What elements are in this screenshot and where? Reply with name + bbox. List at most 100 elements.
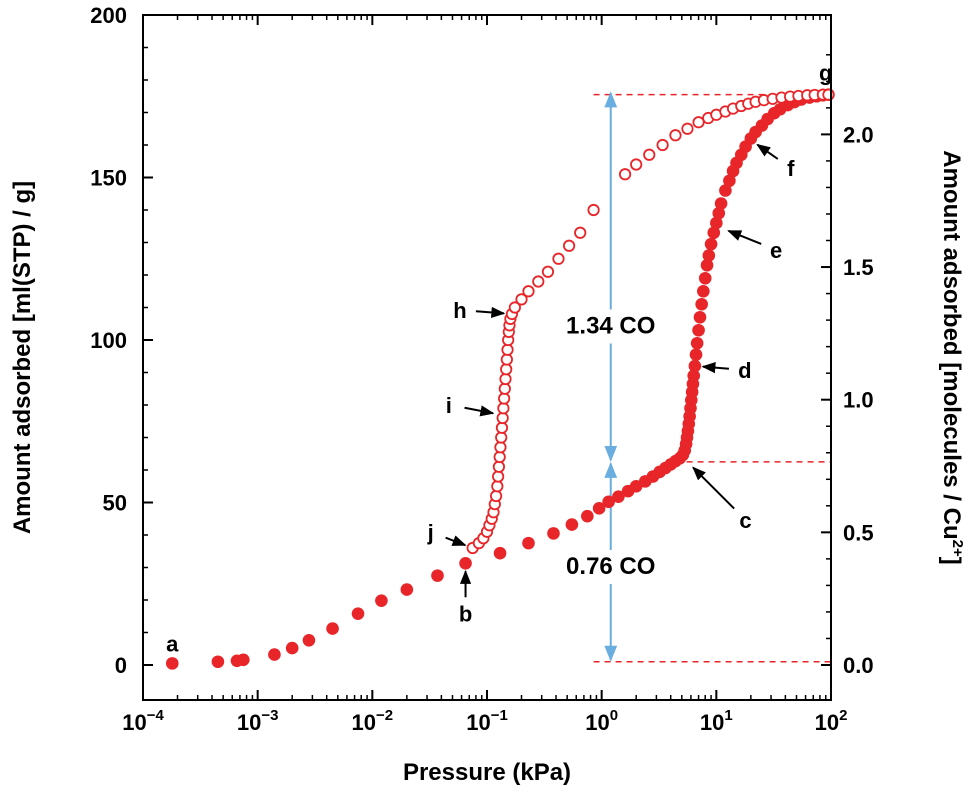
adsorption-point — [400, 583, 414, 596]
y-axis-right-title-end: ] — [938, 557, 965, 565]
desorption-point — [491, 480, 504, 493]
desorption-point — [496, 411, 509, 425]
desorption-point — [630, 158, 643, 171]
y-tick-label: 0 — [115, 653, 127, 678]
point-label-arrow — [692, 466, 735, 510]
desorption-point — [822, 88, 835, 101]
x-tick-exponent: −2 — [376, 707, 393, 724]
adsorption-point — [237, 653, 250, 667]
y-tick-label: 200 — [90, 3, 127, 28]
adsorption-point — [690, 336, 704, 350]
adsorption-point — [714, 197, 728, 210]
desorption-point — [494, 441, 507, 454]
desorption-point — [495, 421, 509, 434]
adsorption-point — [697, 284, 710, 298]
desorption-point — [508, 301, 521, 314]
desorption-point — [681, 122, 694, 135]
desorption-point — [587, 203, 600, 217]
desorption-point — [656, 138, 669, 152]
desorption-point — [541, 265, 555, 278]
adsorption-point — [688, 359, 702, 373]
desorption-point — [495, 431, 508, 444]
point-label-h: h — [453, 298, 466, 323]
adsorption-point — [268, 648, 281, 661]
desorption-point — [532, 275, 545, 288]
adsorption-point — [689, 348, 703, 361]
adsorption-point — [302, 634, 316, 647]
point-label-arrow — [464, 405, 495, 417]
adsorption-point — [687, 369, 701, 383]
x-tick-label: 102 — [815, 707, 848, 735]
x-tick-exponent: 0 — [610, 707, 618, 724]
adsorption-point — [702, 249, 716, 262]
desorption-point — [692, 116, 705, 129]
desorption-point — [563, 239, 576, 252]
x-tick-label: 10−3 — [237, 707, 279, 735]
adsorption-point — [704, 237, 718, 251]
desorption-point — [492, 470, 505, 483]
desorption-point — [515, 293, 528, 306]
point-label-e: e — [770, 238, 782, 263]
adsorption-point — [326, 622, 339, 635]
x-tick-label: 101 — [700, 707, 733, 735]
reference-lines — [593, 93, 831, 663]
desorption-point — [492, 460, 506, 473]
adsorption-series — [165, 88, 835, 670]
point-labels: a b c d e f g h i j — [166, 61, 832, 657]
desorption-point — [643, 148, 656, 161]
arrow-label: 0.76 CO — [566, 553, 655, 580]
desorption-point — [498, 392, 511, 405]
desorption-point — [522, 285, 535, 298]
y-right-tick-label: 1.5 — [843, 255, 874, 280]
y-tick-label: 150 — [90, 166, 127, 191]
x-tick-base: 10 — [352, 710, 376, 735]
x-tick-label: 10−2 — [352, 707, 394, 735]
point-label-g: g — [819, 61, 832, 86]
desorption-point — [498, 382, 511, 395]
adsorption-point — [707, 226, 721, 240]
desorption-point — [552, 252, 565, 265]
adsorption-point — [493, 546, 507, 560]
x-tick-base: 10 — [122, 710, 146, 735]
point-label-arrow — [475, 306, 506, 319]
point-label-arrow — [701, 362, 730, 374]
x-tick-base: 10 — [237, 710, 261, 735]
x-tick-base: 10 — [466, 710, 490, 735]
adsorption-point — [719, 184, 732, 197]
point-label-j: j — [427, 520, 434, 545]
y-right-tick-label: 0.5 — [843, 520, 874, 545]
y-tick-label: 100 — [90, 328, 127, 353]
desorption-point — [489, 489, 503, 503]
adsorption-point — [431, 569, 444, 582]
adsorption-point — [700, 258, 714, 272]
adsorption-point — [375, 594, 388, 607]
y-axis-right-title-sup: 2+ — [949, 540, 966, 557]
x-tick-exponent: −1 — [491, 707, 508, 724]
plot-frame — [142, 14, 832, 701]
x-tick-label: 100 — [585, 707, 618, 735]
point-label-a: a — [166, 631, 179, 656]
x-tick-exponent: −4 — [147, 707, 165, 724]
point-label-arrow — [727, 229, 762, 245]
x-axis-title: Pressure (kPa) — [403, 759, 571, 786]
desorption-point — [618, 168, 632, 181]
desorption-point — [497, 402, 510, 415]
y-axis-title: Amount adsorbed [ml(STP) / g] — [9, 181, 36, 534]
y-tick-label: 50 — [103, 491, 127, 516]
adsorption-point — [592, 502, 606, 515]
desorption-point — [669, 129, 682, 142]
x-tick-exponent: 1 — [724, 707, 732, 724]
adsorption-point — [712, 206, 726, 220]
desorption-point — [493, 450, 506, 464]
x-tick-base: 10 — [815, 710, 839, 735]
adsorption-point — [695, 297, 708, 311]
y-right-tick-label: 2.0 — [843, 122, 874, 147]
adsorption-point — [285, 641, 299, 655]
adsorption-point — [612, 490, 625, 503]
adsorption-point — [692, 323, 705, 337]
arrow-label-bg — [542, 550, 679, 584]
x-tick-exponent: −3 — [261, 707, 278, 724]
adsorption-point — [459, 556, 472, 570]
arrow-label: 1.34 CO — [566, 313, 655, 340]
